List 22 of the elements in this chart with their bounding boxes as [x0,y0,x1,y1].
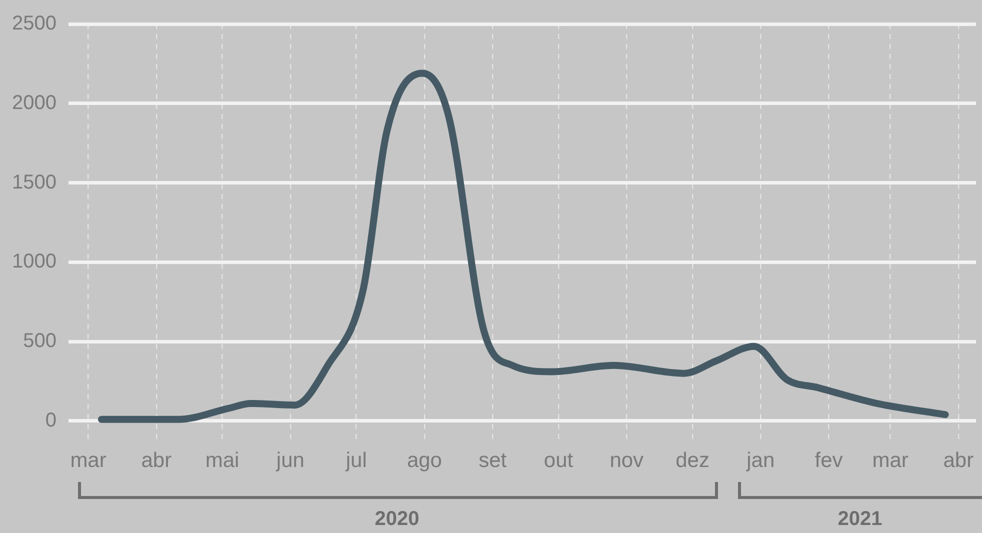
x-tick-label: mai [205,449,240,472]
x-tick-label: jul [344,449,367,472]
x-tick-label: dez [676,449,710,472]
text: 2020 [374,508,420,531]
x-tick-label: mar [70,449,106,472]
x-tick-label: mar [872,449,908,472]
x-tick-label: set [478,449,507,472]
x-tick-label: out [544,449,574,472]
text: 2021 [836,508,884,531]
x-tick-label: jan [746,449,775,472]
x-tick-label: fev [814,449,844,472]
x-tick-label: ago [406,449,442,472]
x-tick-label: jun [275,449,304,472]
x-tick-label: abr [141,449,172,472]
x-tick-label: abr [943,449,974,472]
y-tick-label: 2500 [12,12,56,35]
y-tick-label: 1500 [12,171,56,194]
x-tick-label: nov [610,449,644,472]
y-tick-label: 0 [45,409,56,432]
y-tick-label: 2000 [12,92,56,114]
y-tick-label: 1000 [12,250,56,273]
y-tick-label: 500 [23,330,56,352]
